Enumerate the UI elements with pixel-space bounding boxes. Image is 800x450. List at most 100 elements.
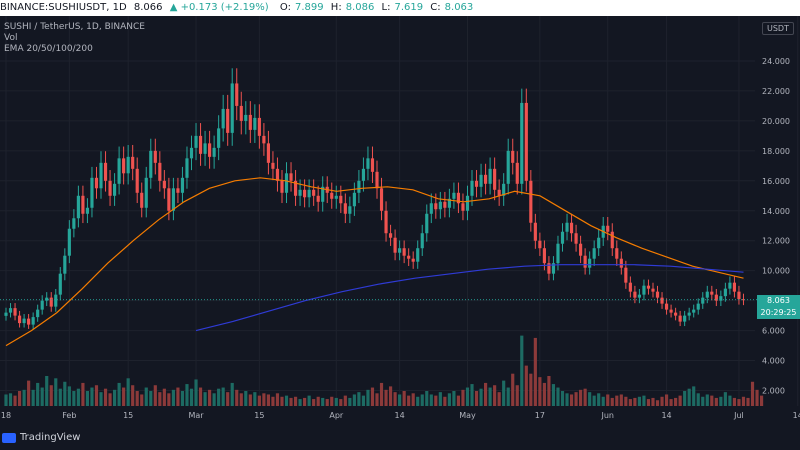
volume-bar xyxy=(416,396,420,406)
volume-bar xyxy=(588,392,592,406)
volume-bar xyxy=(750,381,755,406)
volume-bar xyxy=(189,388,194,406)
volume-bar xyxy=(76,388,80,406)
candle-body xyxy=(465,195,470,211)
volume-bar xyxy=(266,394,270,406)
y-tick-label: 22.000 xyxy=(762,87,790,96)
candle-body xyxy=(158,162,162,181)
candle-body xyxy=(76,195,80,219)
volume-bar xyxy=(375,393,379,406)
candle-body xyxy=(343,203,347,214)
volume-bar xyxy=(633,397,637,406)
footer: TradingView xyxy=(0,426,800,450)
volume-bar xyxy=(212,393,216,406)
volume-bar xyxy=(488,387,492,406)
volume-bar xyxy=(696,393,700,406)
candle-body xyxy=(370,158,375,172)
volume-bar xyxy=(198,387,203,406)
volume-bar xyxy=(248,394,252,406)
currency-button[interactable]: USDT xyxy=(762,22,794,35)
y-tick-label: 24.000 xyxy=(762,57,790,66)
volume-bar xyxy=(452,391,456,406)
candle-body xyxy=(198,135,203,154)
volume-bar xyxy=(117,382,121,406)
candle-body xyxy=(741,299,746,301)
close-label: C: xyxy=(430,2,441,13)
candle-body xyxy=(579,243,583,256)
candle-body xyxy=(723,288,727,297)
candle-body xyxy=(542,248,546,264)
candle-body xyxy=(103,162,108,181)
candle-body xyxy=(683,315,687,322)
candle-body xyxy=(393,237,397,253)
volume-bar xyxy=(524,365,528,406)
volume-bar xyxy=(185,384,189,406)
candle-body xyxy=(244,114,248,121)
volume-bar xyxy=(167,393,171,406)
volume-bar xyxy=(493,385,497,406)
candle-body xyxy=(357,180,361,193)
candle-body xyxy=(248,114,252,130)
candle-body xyxy=(275,168,280,181)
x-tick-label: Jul xyxy=(733,411,744,420)
close-value: 8.063 xyxy=(444,2,474,13)
volume-bar xyxy=(72,391,76,406)
volume-bar xyxy=(701,396,705,406)
candle-body xyxy=(235,83,239,106)
volume-bar xyxy=(732,397,737,406)
candle-body xyxy=(266,143,270,163)
volume-bar xyxy=(40,387,44,406)
candle-body xyxy=(520,102,524,184)
candle-body xyxy=(361,168,366,181)
candle-body xyxy=(122,158,126,174)
candle-body xyxy=(330,192,334,199)
volume-bar xyxy=(624,396,628,406)
volume-bar xyxy=(551,384,556,406)
volume-bar xyxy=(122,387,126,406)
candle-body xyxy=(253,117,257,130)
volume-bar xyxy=(683,391,687,406)
volume-bar xyxy=(221,387,225,406)
candle-body xyxy=(352,192,356,207)
legend-ema[interactable]: EMA 20/50/100/200 xyxy=(4,44,93,54)
volume-bar xyxy=(144,387,148,406)
x-tick-label: May xyxy=(459,411,476,420)
volume-bar xyxy=(746,397,750,406)
candle-body xyxy=(27,318,31,325)
candle-body xyxy=(203,143,207,154)
candle-body xyxy=(452,192,456,199)
volume-bar xyxy=(692,386,696,406)
legend-symbol[interactable]: SUSHI / TetherUS, 1D, BINANCE xyxy=(4,22,145,32)
legend-volume[interactable]: Vol xyxy=(4,33,18,43)
volume-bar xyxy=(284,395,289,406)
price-chart[interactable]: 24.000 22.000 20.000 18.000 16.000 14.000 12.0… xyxy=(0,16,800,426)
candle-body xyxy=(230,83,234,133)
volume-bar xyxy=(443,396,447,406)
volume-bar xyxy=(303,397,307,406)
candle-body xyxy=(434,203,438,210)
volume-bar xyxy=(49,385,53,406)
volume-bar xyxy=(298,399,302,406)
candle-body xyxy=(461,203,465,211)
candle-body xyxy=(420,233,424,249)
y-tick-label: 20.000 xyxy=(762,117,790,126)
candle-body xyxy=(696,303,700,310)
volume-bar xyxy=(13,395,17,406)
y-tick-label: 18.000 xyxy=(762,147,790,156)
volume-bar xyxy=(619,394,623,406)
tradingview-logo[interactable]: TradingView xyxy=(2,432,80,443)
symbol-label[interactable]: BINANCE:SUSHIUSDT, 1D xyxy=(0,2,127,13)
candle-body xyxy=(714,294,718,301)
volume-bar xyxy=(434,395,438,406)
low-value: 7.619 xyxy=(394,2,424,13)
high-label: H: xyxy=(330,2,342,13)
volume-bar xyxy=(755,389,759,406)
volume-bar xyxy=(678,395,682,406)
candle-body xyxy=(162,180,166,189)
candle-body xyxy=(398,248,402,253)
volume-bar xyxy=(208,389,212,406)
volume-bar xyxy=(402,391,406,406)
volume-bar xyxy=(484,382,488,406)
candle-body xyxy=(212,147,216,157)
candle-body xyxy=(497,189,501,196)
